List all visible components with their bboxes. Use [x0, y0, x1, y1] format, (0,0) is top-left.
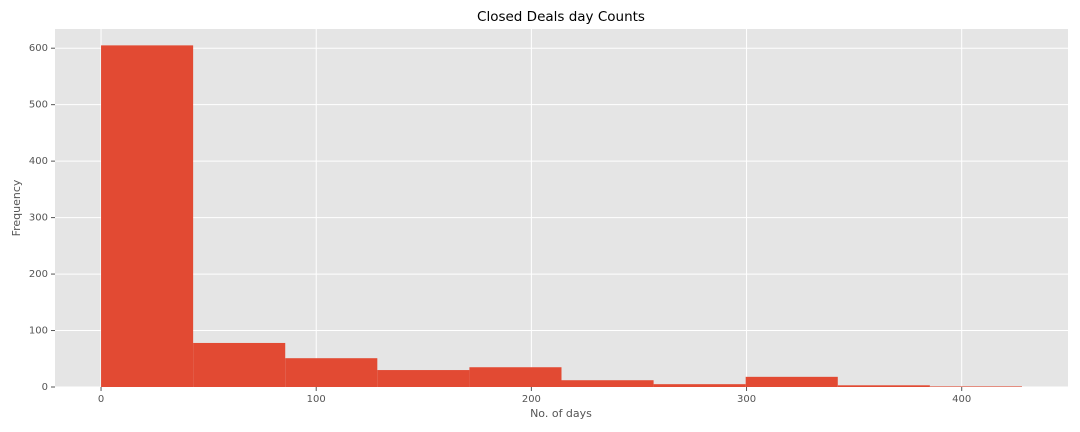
y-axis-label: Frequency: [10, 179, 23, 236]
bar: [745, 376, 838, 387]
x-tick-label: 200: [522, 394, 541, 405]
bar: [377, 370, 470, 387]
y-tick-label: 600: [29, 43, 48, 54]
chart-title: Closed Deals day Counts: [477, 9, 645, 25]
x-axis-label: No. of days: [530, 407, 592, 420]
bar: [837, 385, 930, 387]
x-tick-label: 400: [952, 394, 971, 405]
x-tick-label: 300: [737, 394, 756, 405]
bar: [193, 342, 286, 387]
plot-area: [55, 29, 1068, 387]
y-tick-label: 300: [29, 213, 48, 224]
x-tick-label: 0: [98, 394, 104, 405]
bar: [101, 45, 194, 387]
bar: [285, 358, 378, 387]
bar: [561, 380, 654, 387]
bar: [653, 384, 746, 387]
bar: [469, 367, 562, 387]
bar: [929, 386, 1022, 387]
y-tick-label: 400: [29, 156, 48, 167]
y-tick-label: 100: [29, 326, 48, 337]
y-tick-label: 500: [29, 100, 48, 111]
y-tick-label: 0: [42, 382, 48, 393]
x-tick-label: 100: [307, 394, 326, 405]
y-tick-label: 200: [29, 269, 48, 280]
